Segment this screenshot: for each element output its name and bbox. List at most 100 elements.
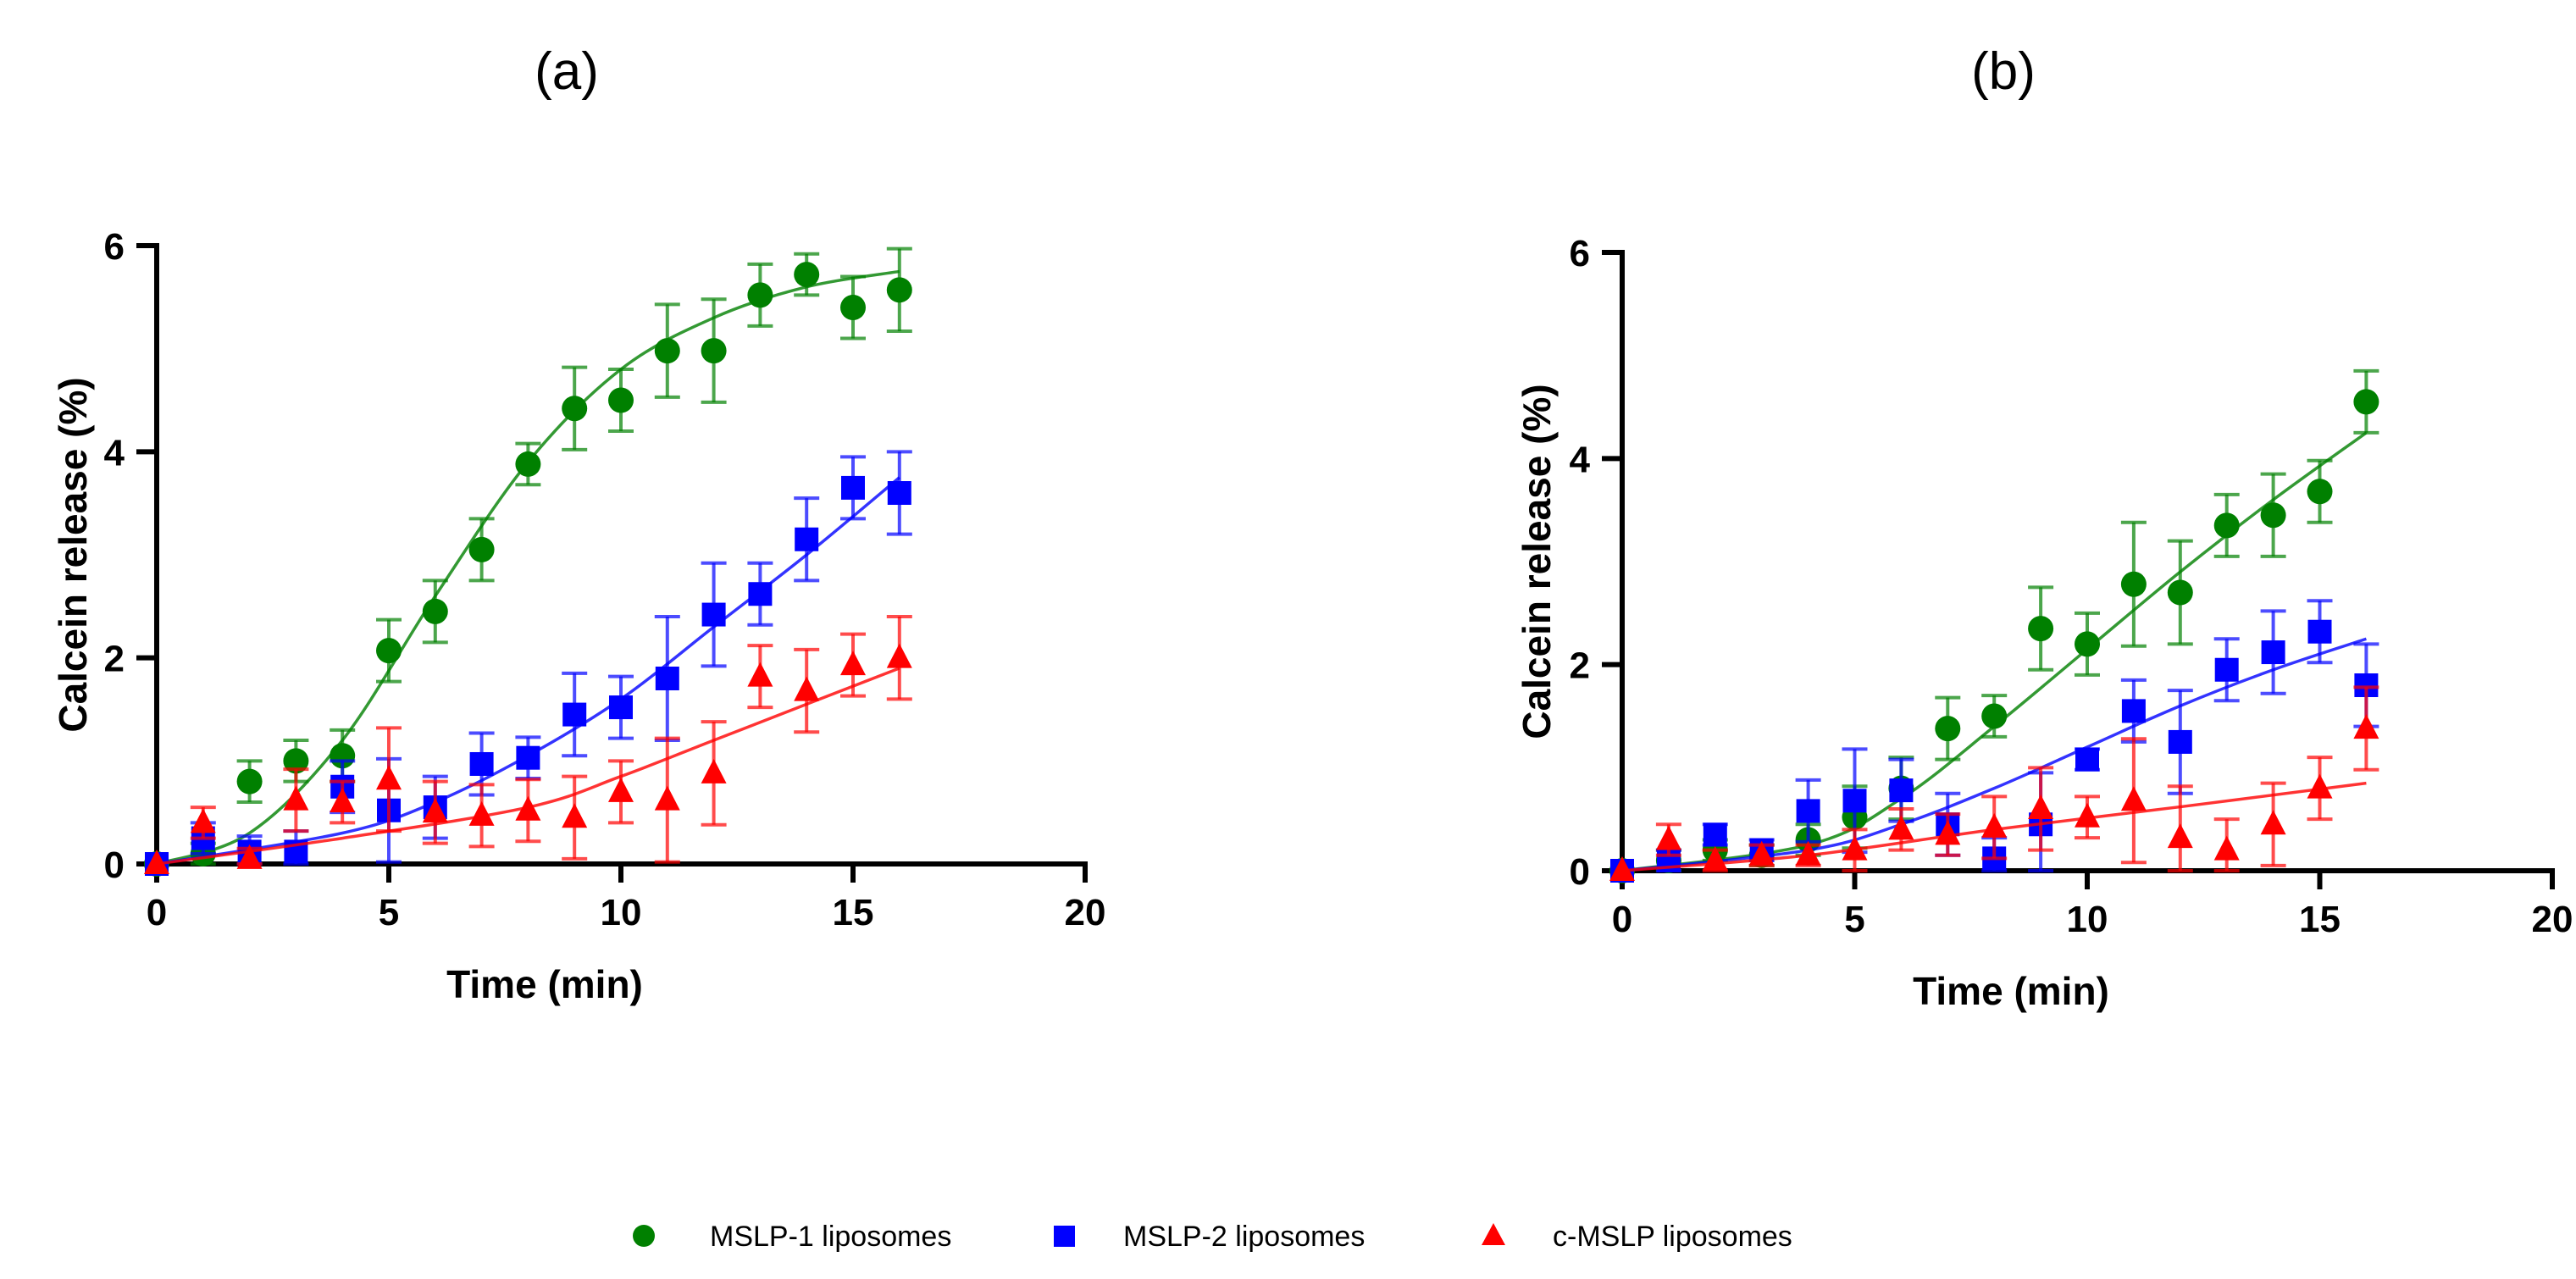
panel-b: (b) 0 5 10 15 20 0 2 4 6 Time (min) Calcein release… [1515, 42, 2573, 1013]
legend-item-mslp1: MSLP-1 liposomes [633, 1221, 951, 1253]
x-tick-label: 0 [147, 892, 167, 933]
data-point-triangle [1842, 835, 1868, 861]
data-point-circle [608, 387, 634, 413]
data-point-triangle [2028, 795, 2054, 819]
y-tick-label: 2 [104, 639, 125, 680]
series-triangle [1609, 685, 2379, 881]
data-point-square [2214, 657, 2239, 682]
data-point-triangle [468, 800, 495, 826]
x-tick-label: 5 [379, 892, 399, 933]
data-point-triangle [886, 643, 912, 668]
x-tick-label: 0 [1612, 899, 1632, 940]
data-point-triangle [2353, 714, 2379, 739]
data-point-circle [236, 768, 263, 795]
y-tick-label: 0 [104, 844, 125, 886]
data-point-circle [2260, 502, 2286, 529]
data-point-circle [2120, 571, 2147, 597]
data-point-square [1889, 778, 1914, 803]
data-point-triangle [2260, 810, 2286, 835]
x-tick-label: 20 [2532, 899, 2573, 940]
data-point-circle [376, 638, 402, 664]
y-tick-label: 0 [1570, 851, 1590, 893]
data-point-circle [562, 396, 588, 422]
data-point-square [795, 527, 819, 551]
data-point-triangle [422, 798, 448, 823]
data-point-circle [747, 282, 773, 308]
y-tick-label: 2 [1570, 645, 1590, 687]
data-point-circle [2353, 389, 2379, 415]
panel-a: (a) 0 5 10 15 20 0 2 4 6 Time (min) Calcein release… [51, 42, 1105, 1006]
data-point-square [562, 702, 587, 727]
x-tick-label: 15 [2299, 899, 2341, 940]
data-point-circle [422, 598, 448, 624]
data-point-triangle [2213, 835, 2240, 861]
legend-marker-triangle [1482, 1223, 1505, 1245]
data-point-square [1796, 799, 1820, 823]
data-point-circle [794, 262, 820, 288]
x-axis-title: Time (min) [446, 962, 643, 1006]
data-point-square [469, 751, 494, 776]
data-point-circle [654, 338, 680, 364]
data-point-triangle [1795, 840, 1821, 866]
data-point-circle [283, 748, 309, 774]
legend-label: c-MSLP liposomes [1553, 1221, 1792, 1253]
data-point-triangle [144, 850, 169, 874]
legend: MSLP-1 liposomes MSLP-2 liposomes c-MSLP… [633, 1221, 1792, 1253]
x-tick-label: 20 [1065, 892, 1106, 933]
data-point-circle [2075, 631, 2100, 657]
data-point-triangle [1935, 820, 1961, 845]
y-tick-label: 6 [1570, 233, 1590, 274]
data-point-triangle [608, 777, 634, 802]
data-point-circle [701, 338, 727, 364]
data-point-circle [2028, 616, 2054, 642]
y-axis-title: Calcein release (%) [1515, 384, 1559, 739]
x-tick-label: 5 [1844, 899, 1864, 940]
legend-marker-circle [633, 1225, 655, 1247]
x-axis-title: Time (min) [1913, 969, 2109, 1013]
data-point-square [2168, 729, 2192, 754]
data-point-square [655, 667, 679, 690]
data-point-triangle [2120, 786, 2147, 811]
legend-item-mslp2: MSLP-2 liposomes [1054, 1221, 1365, 1253]
y-tick-label: 4 [1570, 439, 1591, 480]
data-point-triangle [2307, 773, 2333, 799]
data-point-circle [1935, 716, 1961, 742]
data-point-square [2121, 699, 2146, 723]
data-point-circle [468, 536, 495, 562]
legend-label: MSLP-1 liposomes [710, 1221, 951, 1253]
data-point-triangle [236, 844, 263, 869]
x-tick-label: 10 [2067, 899, 2108, 940]
data-point-circle [515, 451, 541, 477]
data-point-triangle [330, 788, 356, 812]
data-point-circle [2213, 512, 2240, 539]
data-point-triangle [747, 662, 773, 687]
data-point-triangle [515, 795, 541, 821]
data-point-square [516, 745, 540, 770]
data-point-triangle [1888, 815, 1914, 840]
data-point-triangle [190, 808, 216, 833]
data-point-triangle [1702, 845, 1728, 871]
data-point-triangle [654, 785, 680, 811]
data-point-square [2307, 619, 2332, 644]
fit-curve [156, 667, 900, 866]
data-point-square [2261, 640, 2285, 665]
data-point-circle [886, 277, 912, 303]
data-point-circle [1981, 703, 2008, 729]
data-point-triangle [840, 651, 866, 676]
fit-curve [156, 476, 900, 866]
data-point-circle [2307, 479, 2333, 505]
y-tick-label: 6 [104, 226, 125, 268]
data-point-triangle [376, 765, 402, 790]
data-point-triangle [701, 758, 727, 783]
legend-item-cmslp: c-MSLP liposomes [1482, 1221, 1792, 1253]
series-triangle [144, 615, 912, 874]
data-point-square [841, 475, 865, 500]
data-point-square [887, 481, 911, 505]
data-point-triangle [1655, 825, 1681, 850]
panel-title: (b) [1971, 42, 2036, 101]
panel-title: (a) [535, 42, 599, 101]
data-point-triangle [794, 676, 820, 701]
data-point-circle [840, 295, 866, 320]
data-point-square [748, 582, 773, 606]
